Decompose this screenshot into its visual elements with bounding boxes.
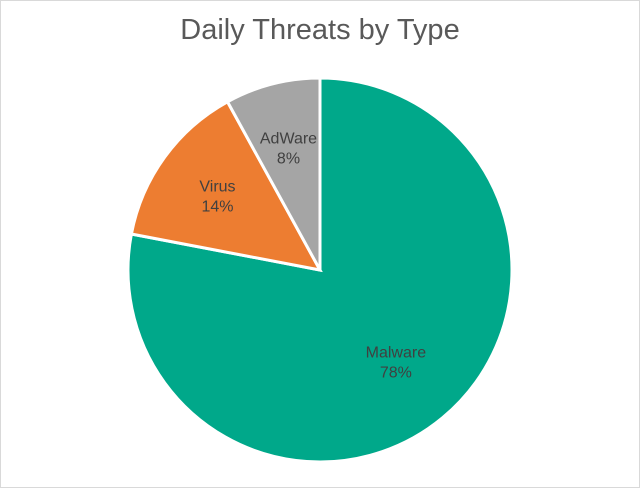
data-label-adware-name: AdWare	[260, 130, 317, 147]
data-label-malware-percent: 78%	[380, 365, 412, 382]
data-label-virus-percent: 14%	[201, 199, 233, 216]
pie-slice-virus	[129, 99, 323, 273]
pie-slice-adware	[225, 76, 322, 271]
data-label-adware-percent: 8%	[277, 150, 300, 167]
pie-slice-malware	[126, 76, 514, 464]
data-label-virus-name: Virus	[199, 179, 235, 196]
data-label-malware-name: Malware	[366, 345, 427, 362]
chart-title: Daily Threats by Type	[180, 14, 460, 46]
